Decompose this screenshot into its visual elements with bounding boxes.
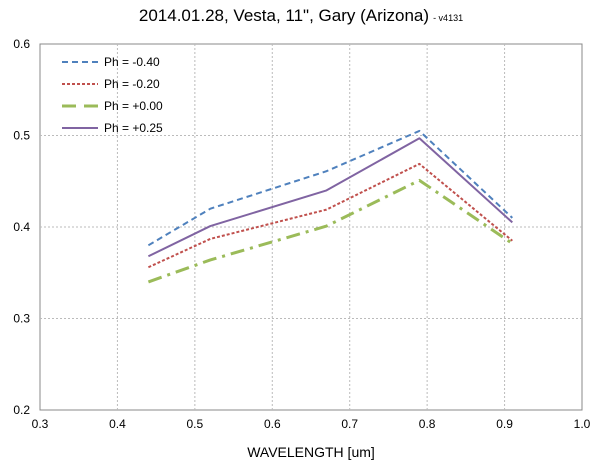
y-tick-label: 0.3 [13, 312, 30, 326]
legend-label: Ph = +0.25 [104, 121, 163, 135]
x-tick-label: 0.7 [341, 417, 358, 431]
chart-subtitle: - v4131 [433, 13, 464, 23]
series-line-1 [147, 162, 513, 269]
x-tick-label: 0.9 [496, 417, 513, 431]
x-tick-label: 0.6 [264, 417, 281, 431]
x-tick-label: 0.3 [32, 417, 49, 431]
legend-label: Ph = -0.40 [104, 55, 160, 69]
y-tick-label: 0.6 [13, 37, 30, 51]
series-line-0 [147, 129, 513, 247]
chart-title: 2014.01.28, Vesta, 11", Gary (Arizona) [138, 6, 430, 25]
x-tick-label: 0.8 [419, 417, 436, 431]
chart-title-row: 2014.01.28, Vesta, 11", Gary (Arizona) - … [0, 6, 602, 26]
y-tick-label: 0.5 [13, 129, 30, 143]
x-tick-label: 0.5 [187, 417, 204, 431]
series-line-2 [147, 178, 514, 284]
x-tick-label: 1.0 [574, 417, 591, 431]
y-tick-label: 0.4 [13, 220, 30, 234]
x-axis-label: WAVELENGTH [um] [247, 444, 375, 460]
legend-label: Ph = -0.20 [104, 77, 160, 91]
y-tick-label: 0.2 [13, 403, 30, 417]
legend-label: Ph = +0.00 [104, 99, 163, 113]
series-line-3 [147, 137, 513, 258]
x-tick-label: 0.4 [109, 417, 126, 431]
